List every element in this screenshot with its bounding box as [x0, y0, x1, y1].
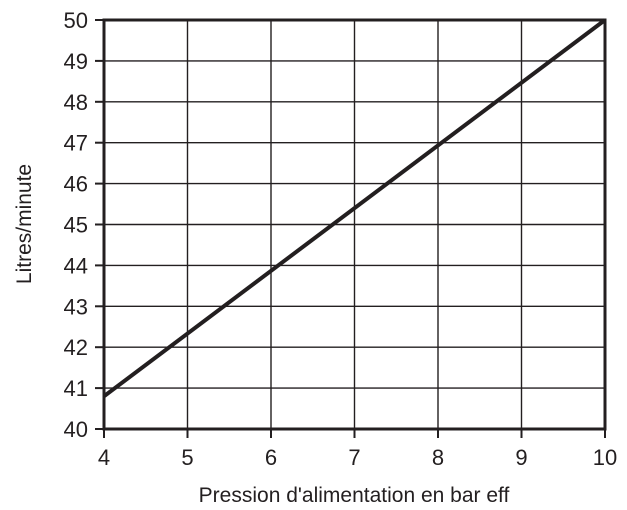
y-tick-label: 45: [64, 213, 88, 238]
y-tick-label: 41: [64, 376, 88, 401]
x-axis-label: Pression d'alimentation en bar eff: [199, 484, 510, 507]
series-lines: [102, 18, 607, 398]
x-axis-ticks: 4 5 6 7 8 9 10: [98, 429, 617, 470]
x-tick-label: 10: [593, 445, 617, 470]
x-tick-label: 5: [181, 445, 193, 470]
y-tick-label: 46: [64, 172, 88, 197]
y-tick-label: 42: [64, 335, 88, 360]
y-tick-label: 50: [64, 8, 88, 33]
series-line: [102, 18, 607, 398]
y-tick-label: 40: [64, 417, 88, 442]
grid-lines: [103, 19, 606, 430]
y-tick-label: 47: [64, 131, 88, 156]
y-tick-label: 48: [64, 90, 88, 115]
x-tick-label: 4: [98, 445, 110, 470]
x-tick-label: 8: [432, 445, 444, 470]
y-tick-label: 49: [64, 49, 88, 74]
x-tick-label: 7: [348, 445, 360, 470]
x-tick-label: 6: [265, 445, 277, 470]
x-tick-label: 9: [515, 445, 527, 470]
y-axis-label: Litres/minute: [13, 164, 36, 284]
y-tick-label: 44: [64, 253, 88, 278]
y-tick-label: 43: [64, 294, 88, 319]
y-axis-ticks: 40 41 42 43 44 45 46 47 48 49 50: [64, 8, 104, 442]
